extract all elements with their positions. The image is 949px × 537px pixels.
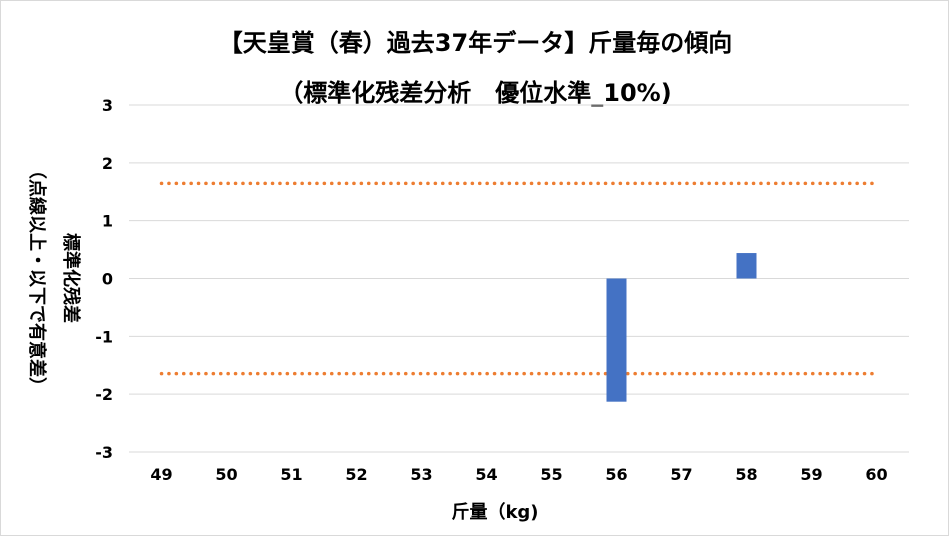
y-tick-label: 3 xyxy=(102,96,113,115)
x-tick-labels: 49 50 51 52 53 54 55 56 57 58 59 60 xyxy=(150,465,887,484)
chart-title: 【天皇賞（春）過去37年データ】斤量毎の傾向 xyxy=(218,29,733,57)
x-tick-label: 54 xyxy=(475,465,497,484)
x-tick-label: 58 xyxy=(735,465,757,484)
y-tick-label: -1 xyxy=(95,327,113,346)
x-tick-label: 60 xyxy=(865,465,887,484)
y-axis-title: 標準化残差 xyxy=(60,233,82,323)
y-axis-note: （点線以上・以下で有意差） xyxy=(26,161,48,395)
x-tick-label: 52 xyxy=(345,465,367,484)
y-tick-label: 1 xyxy=(102,212,113,231)
y-tick-labels: 3 2 1 0 -1 -2 -3 xyxy=(95,96,113,462)
x-tick-label: 57 xyxy=(670,465,692,484)
x-tick-label: 56 xyxy=(605,465,627,484)
x-axis-title: 斤量（kg) xyxy=(451,501,538,523)
y-tick-label: 2 xyxy=(102,154,113,173)
y-tick-label: -3 xyxy=(95,443,113,462)
bar-56 xyxy=(606,278,627,402)
y-tick-label: 0 xyxy=(102,270,113,289)
bar-58 xyxy=(736,253,757,279)
y-tick-label: -2 xyxy=(95,385,113,404)
x-tick-label: 55 xyxy=(540,465,562,484)
x-tick-label: 51 xyxy=(280,465,302,484)
x-tick-label: 49 xyxy=(150,465,172,484)
x-tick-label: 50 xyxy=(215,465,237,484)
threshold-lines xyxy=(159,181,879,376)
chart-subtitle: （標準化残差分析 優位水準_10%) xyxy=(279,79,672,107)
x-tick-label: 59 xyxy=(800,465,822,484)
x-tick-label: 53 xyxy=(410,465,432,484)
bars xyxy=(606,253,757,402)
gridlines xyxy=(129,104,909,453)
